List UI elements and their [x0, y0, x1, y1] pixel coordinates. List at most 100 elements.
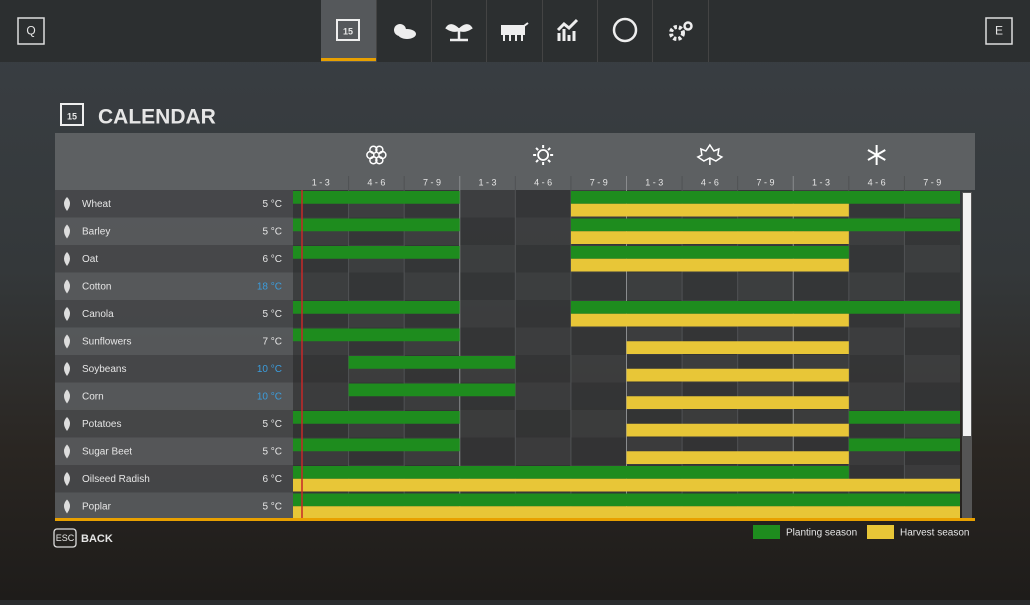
season-icon [375, 145, 384, 155]
key-right[interactable]: E [995, 24, 1003, 38]
period-label: 4 - 6 [701, 177, 719, 187]
crop-name: Wheat [82, 199, 111, 210]
period-cell [904, 382, 960, 410]
harvest-bar [570, 231, 849, 244]
active-tab[interactable] [321, 0, 376, 62]
period-cell [459, 300, 516, 328]
back-label[interactable]: BACK [81, 533, 113, 545]
period-cell [404, 272, 460, 300]
harvest-bar [626, 451, 849, 464]
season-icon [535, 147, 539, 151]
tab-bar: 15 [321, 0, 709, 62]
planting-bar [570, 246, 849, 259]
season-icon [535, 159, 539, 163]
period-cell [793, 272, 849, 300]
planting-bar [293, 246, 460, 259]
planting-bar [293, 438, 460, 452]
period-label: 7 - 9 [756, 177, 774, 187]
crop-icon [64, 417, 70, 431]
calendar-day: 15 [343, 26, 353, 36]
crop-icon [64, 279, 70, 294]
period-label: 1 - 3 [312, 177, 330, 187]
name-cell [55, 465, 293, 493]
period-cell [459, 327, 516, 355]
period-cell [570, 272, 627, 300]
period-label: 1 - 3 [645, 177, 663, 187]
crop-temperature: 6 °C [262, 474, 282, 485]
legend: Planting season Harvest season [753, 525, 969, 539]
planting-bar [293, 328, 460, 342]
period-label: 7 - 9 [923, 177, 941, 187]
period-cell [848, 382, 905, 410]
name-cell [55, 217, 293, 245]
crop-temperature: 5 °C [262, 227, 282, 238]
period-cell [459, 272, 516, 300]
period-cell [459, 437, 516, 465]
period-label: 4 - 6 [868, 177, 886, 187]
page-title: CALENDAR [98, 106, 216, 129]
animals-icon[interactable] [501, 22, 529, 41]
planting-bar [293, 466, 849, 479]
crop-name: Sugar Beet [82, 447, 132, 458]
period-cell [515, 217, 571, 245]
period-cell [459, 245, 516, 273]
crop-icon [64, 444, 70, 459]
crop-name: Corn [82, 392, 104, 403]
season-icon [867, 149, 878, 156]
key-left[interactable]: Q [26, 24, 35, 38]
crop-name: Cotton [82, 282, 111, 293]
season-icon [867, 154, 878, 161]
planting-bar [570, 218, 960, 232]
crop-icon [64, 472, 70, 486]
key-box[interactable] [985, 17, 1013, 45]
crop-icon [64, 307, 70, 321]
legend-swatch [867, 525, 894, 539]
esc-key-box[interactable] [53, 528, 77, 548]
crops-icon[interactable] [445, 24, 473, 42]
harvest-bar [626, 341, 849, 354]
finance-icon[interactable] [612, 17, 638, 43]
key-box[interactable] [17, 17, 45, 45]
period-cell [904, 272, 960, 300]
planting-bar [293, 218, 460, 232]
period-cell [737, 272, 794, 300]
period-cell [904, 355, 960, 383]
prices-icon[interactable] [556, 18, 579, 41]
crop-temperature: 5 °C [262, 199, 282, 210]
planting-bar [293, 493, 960, 507]
period-cell [515, 410, 571, 438]
harvest-bar [570, 258, 849, 272]
name-cell [55, 300, 293, 328]
planting-bar [570, 191, 960, 204]
season-icon [876, 154, 886, 161]
planting-bar [293, 411, 460, 424]
settings-icon[interactable] [669, 25, 685, 41]
period-cell [459, 410, 516, 438]
season-icon [696, 143, 724, 165]
esc-key[interactable]: ESC [56, 533, 75, 543]
crop-temperature: 5 °C [262, 309, 282, 320]
name-cell [55, 355, 293, 383]
period-cell [682, 272, 738, 300]
period-cell [570, 410, 627, 438]
period-cell [848, 327, 905, 355]
period-cell [515, 272, 571, 300]
crop-icon [64, 197, 70, 211]
name-cell [55, 272, 293, 300]
period-cell [348, 272, 405, 300]
crop-temperature: 5 °C [262, 502, 282, 513]
period-cell [459, 190, 516, 218]
period-label: 7 - 9 [423, 177, 441, 187]
planting-bar [348, 383, 516, 397]
period-cell [570, 382, 627, 410]
crop-name: Oat [82, 254, 98, 265]
period-cell [570, 437, 627, 465]
planting-bar [348, 356, 516, 369]
period-cell [626, 272, 683, 300]
period-cell [848, 272, 905, 300]
harvest-bar [293, 478, 960, 492]
table-underline [55, 518, 975, 521]
period-label: 1 - 3 [812, 177, 830, 187]
crop-name: Sunflowers [82, 337, 131, 348]
season-icon [547, 147, 551, 151]
